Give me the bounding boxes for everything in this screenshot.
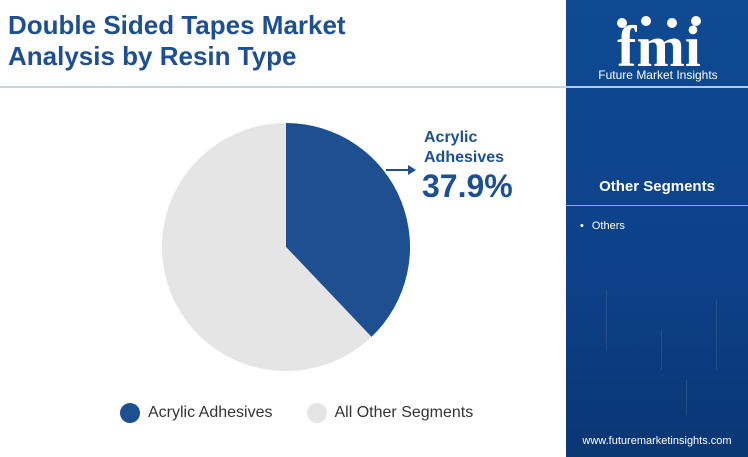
legend-item-other: All Other Segments (306, 403, 474, 423)
fmi-logo: fmi (617, 14, 701, 79)
segment-item-others: Others (580, 218, 625, 234)
logo-divider (566, 86, 748, 88)
pie-slice-all-other-segments (161, 123, 372, 371)
legend-swatch-other (306, 403, 327, 423)
chart-panel: Double Sided Tapes Market Analysis by Re… (0, 10, 566, 426)
other-segments-heading: Other Segments (599, 178, 715, 195)
logo-letters: fmi (617, 14, 701, 79)
legend-swatch-acrylic (120, 403, 140, 423)
legend-item-acrylic: Acrylic Adhesives (120, 403, 273, 423)
logo-name: Future Market Insights (598, 68, 718, 82)
callout-arrow (386, 165, 416, 175)
segments-divider (566, 205, 748, 206)
title-line-2: Analysis by Resin Type (8, 41, 297, 71)
website-url: www.futuremarketinsights.com (582, 435, 732, 447)
legend-label-other: All Other Segments (334, 404, 474, 421)
pie-chart (161, 123, 416, 371)
other-segments-list: Others (580, 218, 625, 234)
chart-legend: Acrylic Adhesives All Other Segments (120, 400, 473, 426)
title-divider (0, 86, 566, 88)
pie-slice-acrylic-adhesives (286, 123, 410, 337)
title-line-1: Double Sided Tapes Market (8, 10, 346, 40)
callout-value: 37.9% (422, 168, 513, 204)
chart-title: Double Sided Tapes Market Analysis by Re… (8, 10, 408, 72)
callout-label: Acrylic Adhesives (424, 128, 544, 168)
legend-label-acrylic: Acrylic Adhesives (148, 404, 273, 421)
callout-label-line-2: Adhesives (424, 149, 505, 166)
callout-label-line-1: Acrylic (424, 129, 478, 146)
sidebar-panel: fmi Future Market Insights Other Segment… (566, 0, 748, 457)
